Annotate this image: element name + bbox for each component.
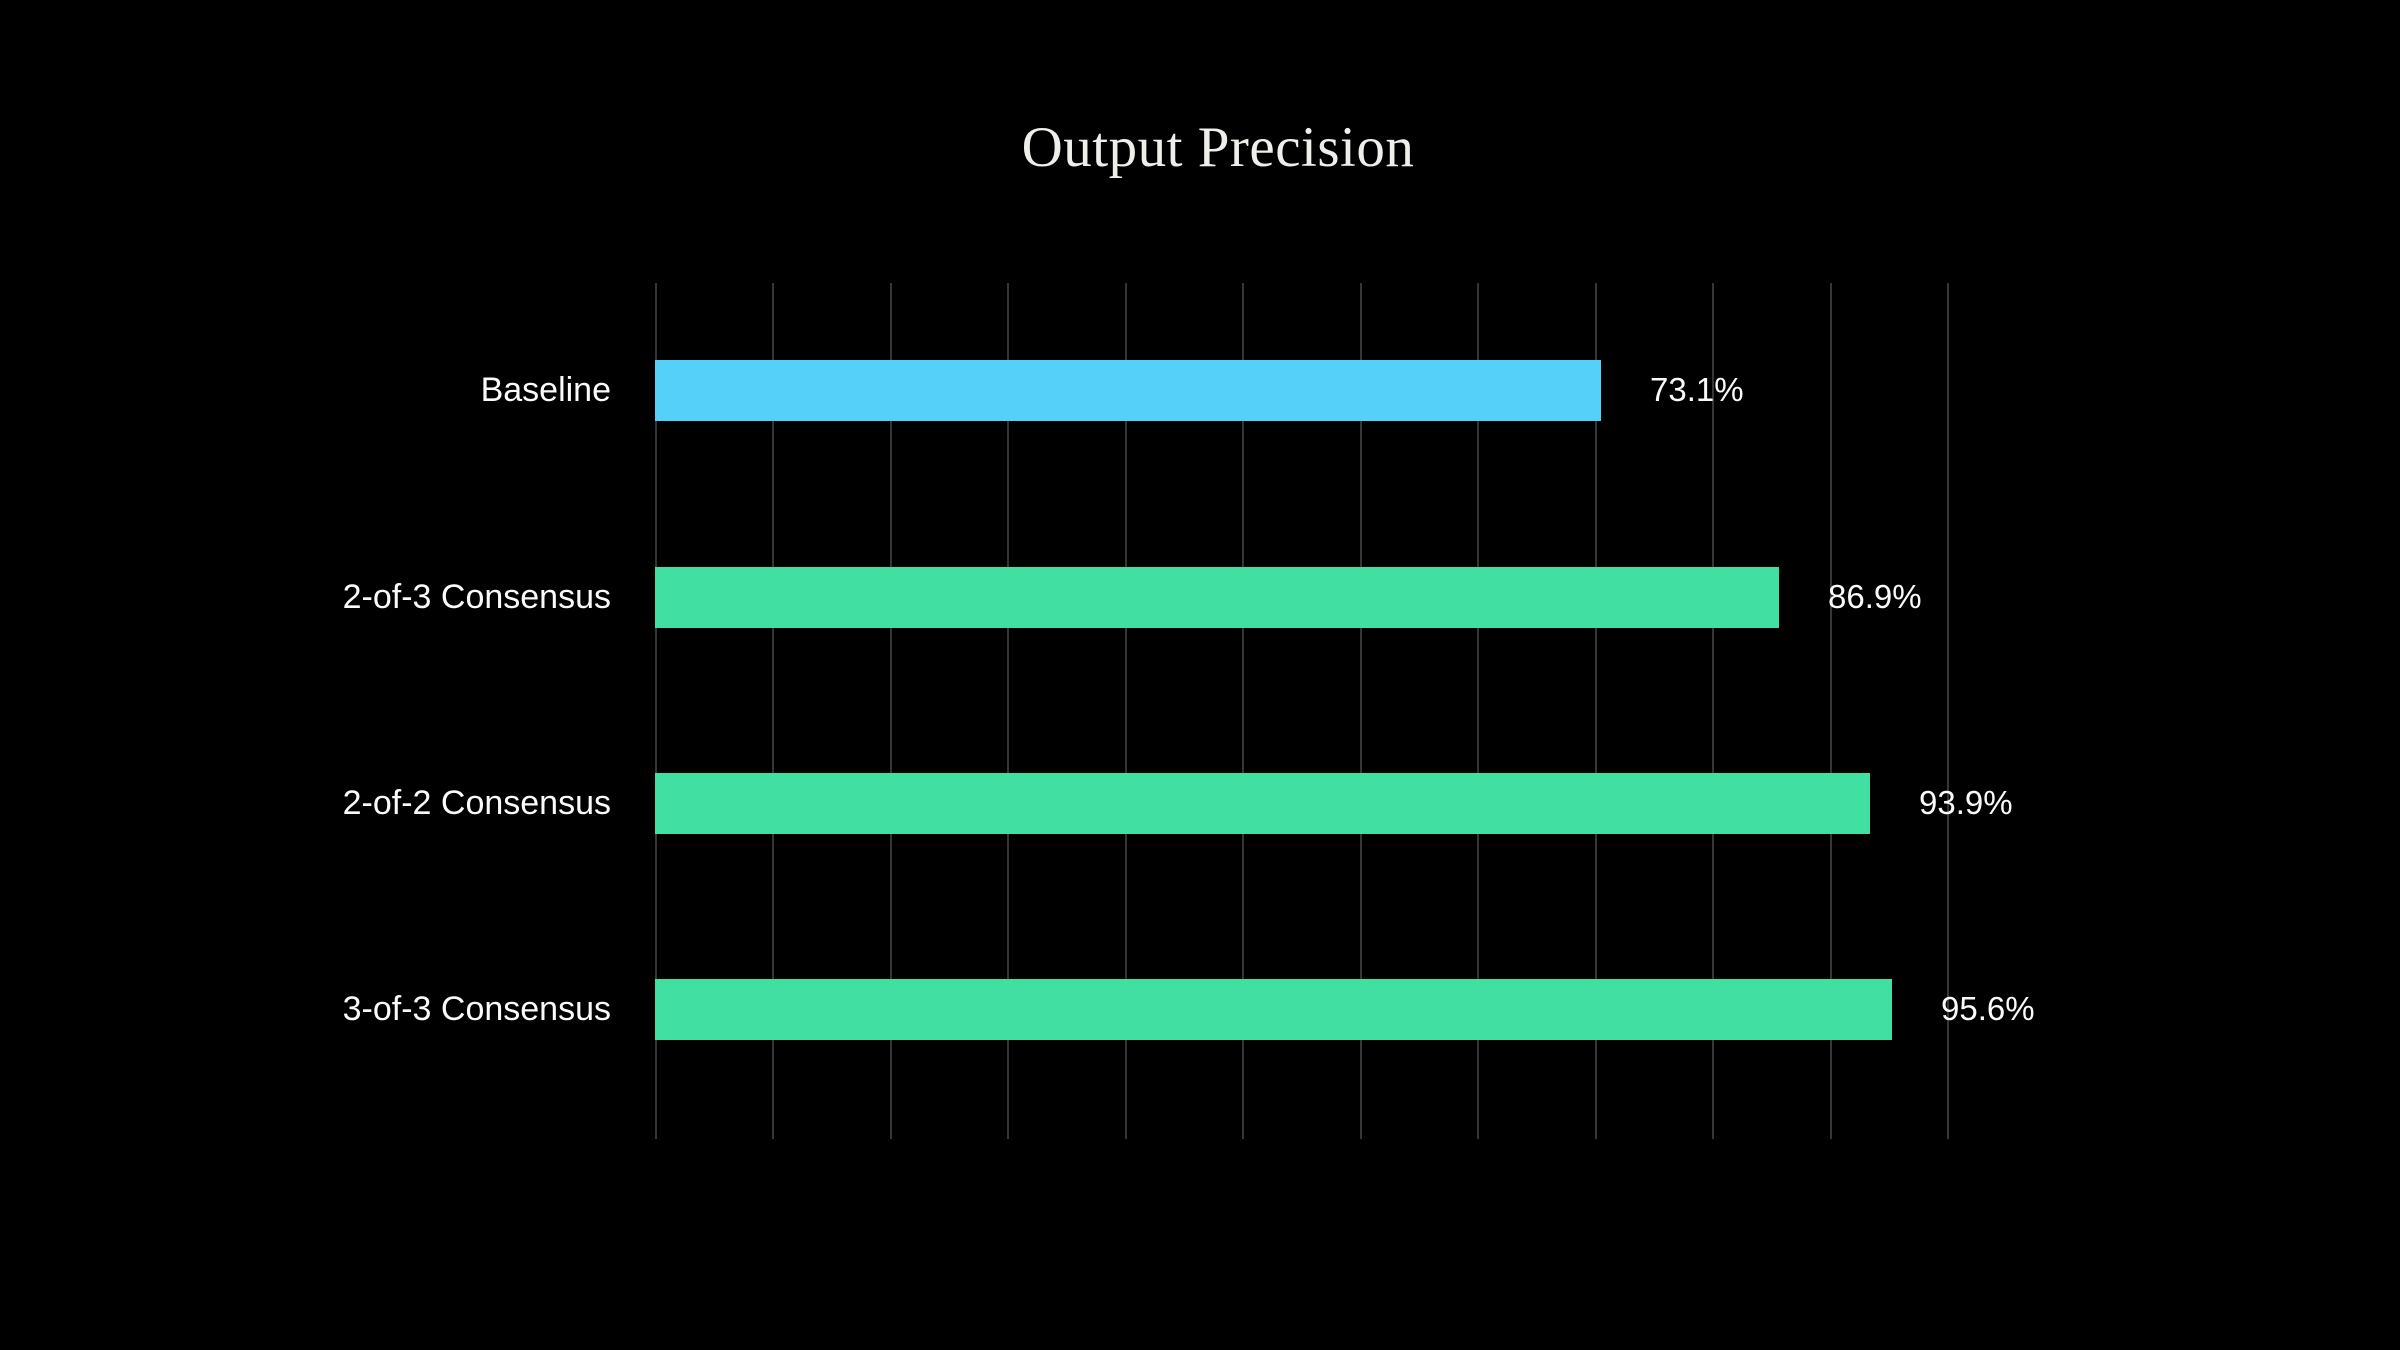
- value-label-baseline: 73.1%: [1650, 371, 1744, 408]
- chart-title: Output Precision: [1021, 116, 1415, 179]
- gridline: [655, 283, 657, 1139]
- gridline: [772, 283, 774, 1139]
- value-label-2of3-consensus: 86.9%: [1828, 578, 1922, 615]
- gridline: [1360, 283, 1362, 1139]
- bar-2of2-consensus: [655, 773, 1870, 834]
- category-label-2of2-consensus: 2-of-2 Consensus: [342, 784, 611, 822]
- category-label-2of3-consensus: 2-of-3 Consensus: [342, 578, 611, 616]
- category-label-baseline: Baseline: [480, 371, 611, 409]
- gridline: [1712, 283, 1714, 1139]
- gridline: [1007, 283, 1009, 1139]
- gridline: [1242, 283, 1244, 1139]
- gridline: [1947, 283, 1949, 1139]
- category-label-3of3-consensus: 3-of-3 Consensus: [342, 990, 611, 1028]
- gridline: [1477, 283, 1479, 1139]
- gridline: [890, 283, 892, 1139]
- plot-area: [655, 283, 1949, 1139]
- gridline: [1830, 283, 1832, 1139]
- bar-2of3-consensus: [655, 567, 1779, 628]
- value-label-3of3-consensus: 95.6%: [1941, 990, 2035, 1027]
- gridline: [1125, 283, 1127, 1139]
- gridline: [1595, 283, 1597, 1139]
- bar-baseline: [655, 360, 1601, 421]
- value-label-2of2-consensus: 93.9%: [1919, 784, 2013, 821]
- bar-3of3-consensus: [655, 979, 1892, 1040]
